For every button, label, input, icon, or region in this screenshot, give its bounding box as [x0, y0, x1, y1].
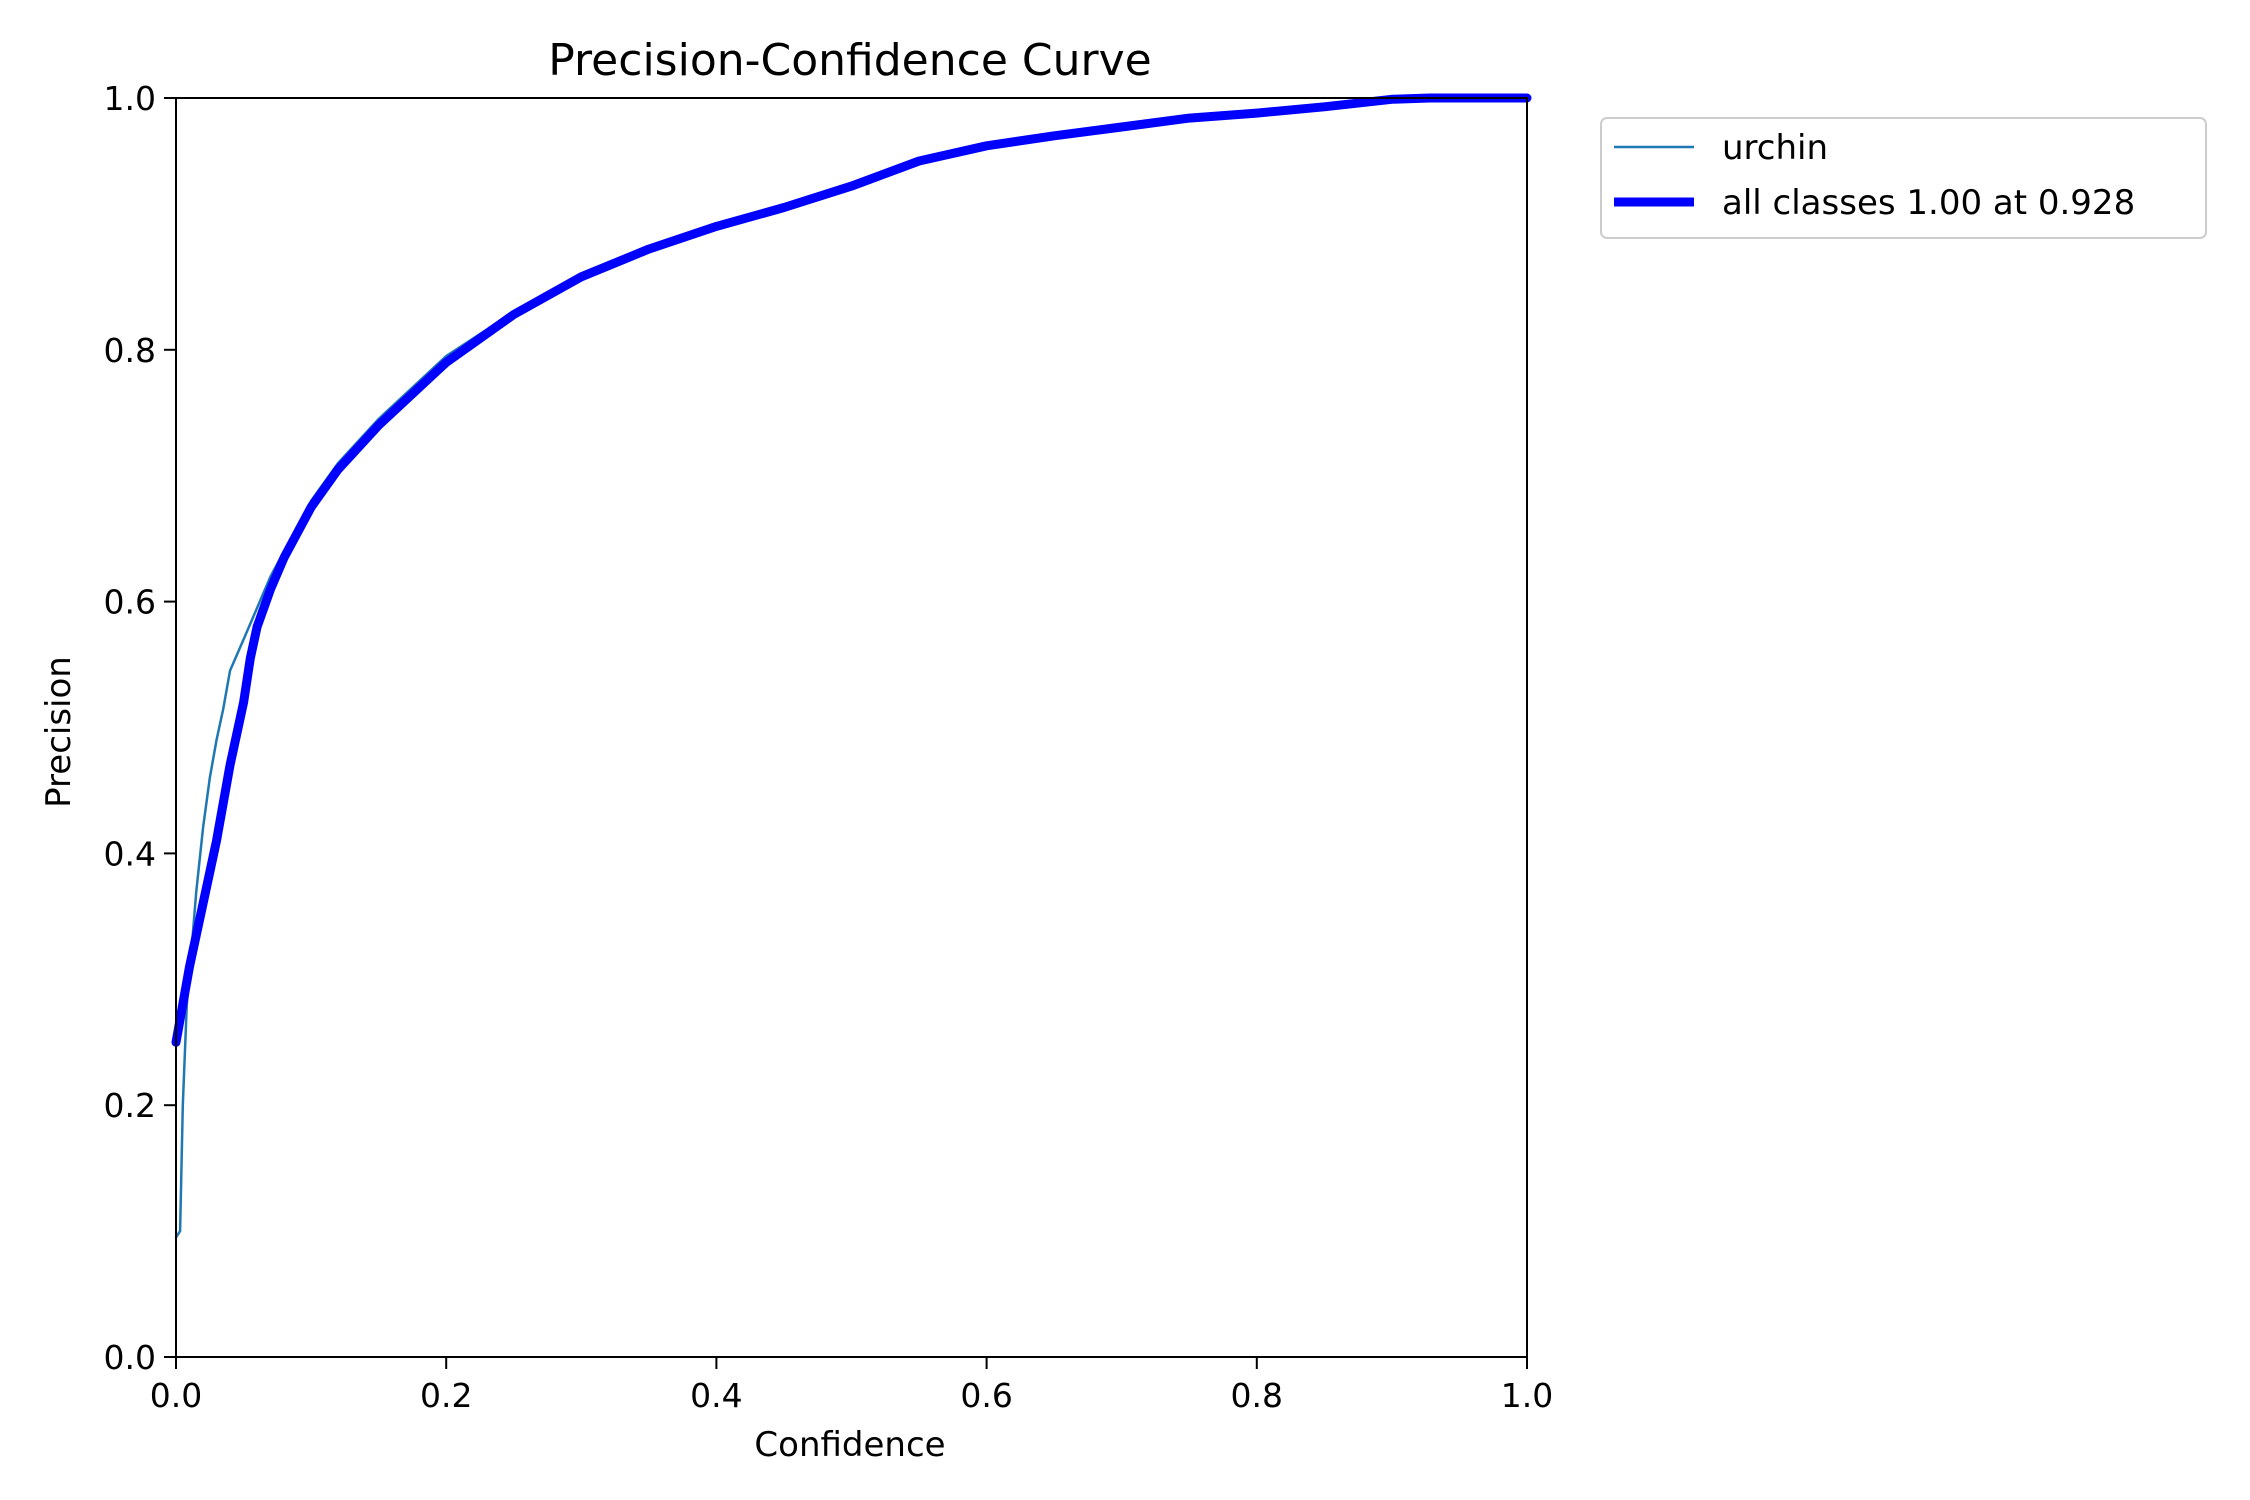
series-line-urchin	[174, 96, 1529, 1239]
legend-frame	[1600, 117, 2207, 239]
legend-label-urchin: urchin	[1722, 128, 1828, 168]
plot-area-frame	[175, 97, 1528, 1358]
x-axis-ticks: 0.0 0.2 0.4 0.6 0.8 1.0	[150, 1357, 1553, 1415]
series-line-all-classes	[171, 93, 1532, 1047]
x-tick-label: 1.0	[1501, 1376, 1553, 1415]
legend: urchin all classes 1.00 at 0.928	[1600, 117, 2207, 239]
y-tick-label: 1.0	[104, 79, 156, 118]
x-tick-label: 0.2	[420, 1376, 472, 1415]
legend-label-all-classes: all classes 1.00 at 0.928	[1722, 183, 2135, 223]
y-tick-label: 0.4	[104, 834, 156, 873]
x-axis-label: Confidence	[754, 1425, 945, 1465]
y-tick-label: 0.0	[104, 1338, 156, 1377]
x-tick-label: 0.0	[150, 1376, 202, 1415]
y-tick-label: 0.2	[104, 1086, 156, 1125]
x-tick-label: 0.6	[960, 1376, 1012, 1415]
chart-title: Precision-Confidence Curve	[548, 35, 1151, 86]
x-tick-label: 0.4	[690, 1376, 742, 1415]
series-group	[171, 93, 1532, 1239]
y-axis-ticks: 0.0 0.2 0.4 0.6 0.8 1.0	[104, 79, 176, 1377]
x-tick-label: 0.8	[1231, 1376, 1283, 1415]
y-tick-label: 0.6	[104, 583, 156, 622]
y-axis-label: Precision	[39, 656, 79, 808]
y-tick-label: 0.8	[104, 331, 156, 370]
